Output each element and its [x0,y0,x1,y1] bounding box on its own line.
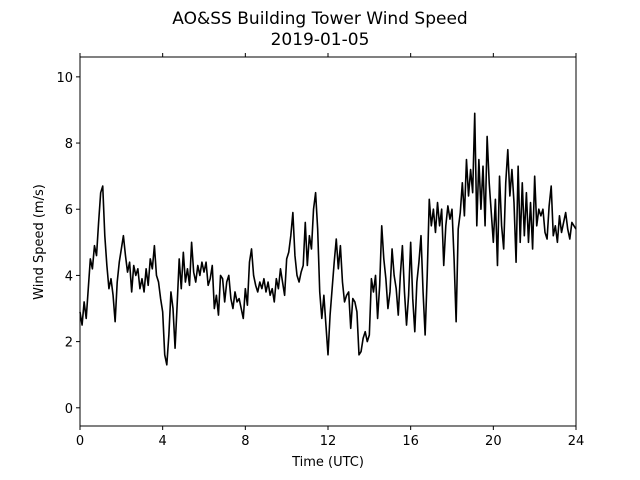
y-tick-label: 8 [65,137,73,152]
plot-frame [79,56,577,427]
x-tick-label: 0 [76,434,84,449]
line [79,112,577,366]
chart-title: AO&SS Building Tower Wind Speed [172,9,467,29]
chart-subtitle: 2019-01-05 [271,30,370,50]
y-tick-label: 10 [56,71,73,86]
y-axis-label: Wind Speed (m/s) [32,184,47,300]
x-tick-label: 20 [485,434,502,449]
y-tick-label: 4 [65,269,73,284]
x-tick-label: 4 [159,434,167,449]
x-tick-label: 24 [568,434,585,449]
y-tick-label: 2 [65,336,73,351]
y-tick-label: 6 [65,203,73,218]
x-tick-label: 12 [320,434,337,449]
x-tick-label: 8 [241,434,249,449]
x-axis-label: Time (UTC) [291,455,364,470]
y-tick-label: 0 [65,402,73,417]
x-tick-label: 16 [402,434,419,449]
